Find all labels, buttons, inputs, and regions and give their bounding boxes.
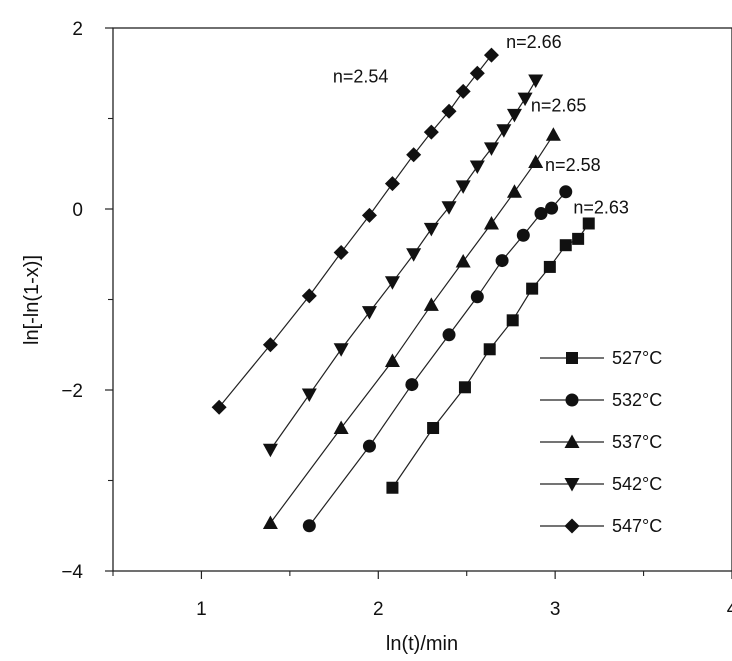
data-point [455,83,471,99]
legend-label: 542°C [612,474,662,494]
data-point [526,282,539,295]
data-point [559,185,573,199]
data-point [528,154,544,168]
data-point [262,515,278,530]
legend-label: 537°C [612,432,662,452]
data-point [333,343,349,357]
x-tick-label: 1 [196,599,207,620]
data-point [423,297,439,311]
data-point [361,306,377,320]
series-layer [211,47,595,533]
data-point [572,232,585,245]
legend-label: 547°C [612,516,662,536]
data-point [455,180,471,194]
data-point [506,184,522,198]
data-point [469,160,485,174]
data-point [211,399,227,415]
series-triangle-up [262,127,561,530]
n-value-label: n=2.54 [333,66,389,86]
data-point [545,127,561,141]
data-point [496,124,512,138]
n-value-label: n=2.58 [545,155,601,175]
data-point [361,207,377,223]
data-point [423,222,439,237]
legend: 527°C 532°C 537°C 542°C 547°C [540,348,662,536]
n-value-label: n=2.65 [531,95,587,115]
y-tick-label: 0 [72,200,83,221]
data-point [455,253,471,268]
data-point [301,388,317,403]
data-point [483,142,499,156]
data-point [506,108,522,123]
data-point [559,239,572,252]
x-tick-label: 4 [727,599,732,620]
data-point [469,65,485,81]
data-point [406,248,422,262]
legend-item: 542°C [540,474,662,494]
legend-marker [566,352,578,364]
legend-item: 532°C [540,390,662,410]
data-point [302,519,316,533]
y-tick-label: 2 [72,19,83,40]
data-point [405,378,419,392]
n-value-label: n=2.63 [573,198,629,218]
series-line [308,191,567,527]
data-point [483,343,496,356]
data-point [516,228,530,242]
data-point [483,215,499,230]
y-tick-label: −2 [61,381,83,402]
data-point [262,337,278,353]
series-square [386,217,595,494]
annotations: n=2.54 n=2.66 n=2.65 n=2.58 n=2.63 [333,32,629,218]
legend-label: 527°C [612,348,662,368]
data-point [301,288,317,304]
data-point [423,124,439,140]
data-point [534,207,548,221]
data-point [333,244,349,260]
legend-marker [564,518,580,534]
data-point [528,74,544,88]
n-value-label: n=2.66 [506,32,562,52]
x-tick-label: 3 [550,599,561,620]
data-point [441,201,457,215]
data-point [386,481,399,494]
data-point [406,147,422,163]
legend-item: 537°C [540,432,662,452]
legend-marker [564,478,580,492]
y-axis-label: ln[-ln(1-x)] [21,255,43,345]
axis-ticks: 1 2 3 4 −4 −2 0 2 [61,19,732,620]
data-point [545,201,559,215]
series-circle [302,185,573,533]
x-axis-label: ln(t)/min [386,633,458,655]
series-diamond [211,47,499,415]
data-point [442,328,456,342]
data-point [384,176,400,192]
data-point [543,260,556,273]
legend-marker [564,434,580,448]
legend-label: 532°C [612,390,662,410]
series-line [391,223,590,489]
data-point [333,420,349,435]
data-point [582,217,595,230]
data-point [384,353,400,368]
legend-marker [565,393,579,407]
series-triangle-down [262,74,544,458]
data-point [517,92,533,107]
data-point [506,314,519,327]
data-point [470,290,484,304]
y-tick-label: −4 [61,562,83,583]
legend-item: 527°C [540,348,662,368]
data-point [495,254,509,268]
data-point [262,443,278,458]
data-point [362,439,376,453]
data-point [427,422,440,435]
legend-item: 547°C [540,516,662,536]
data-point [483,47,499,63]
data-point [384,276,400,290]
data-point [441,103,457,119]
x-tick-label: 2 [373,599,384,620]
data-point [458,381,471,394]
